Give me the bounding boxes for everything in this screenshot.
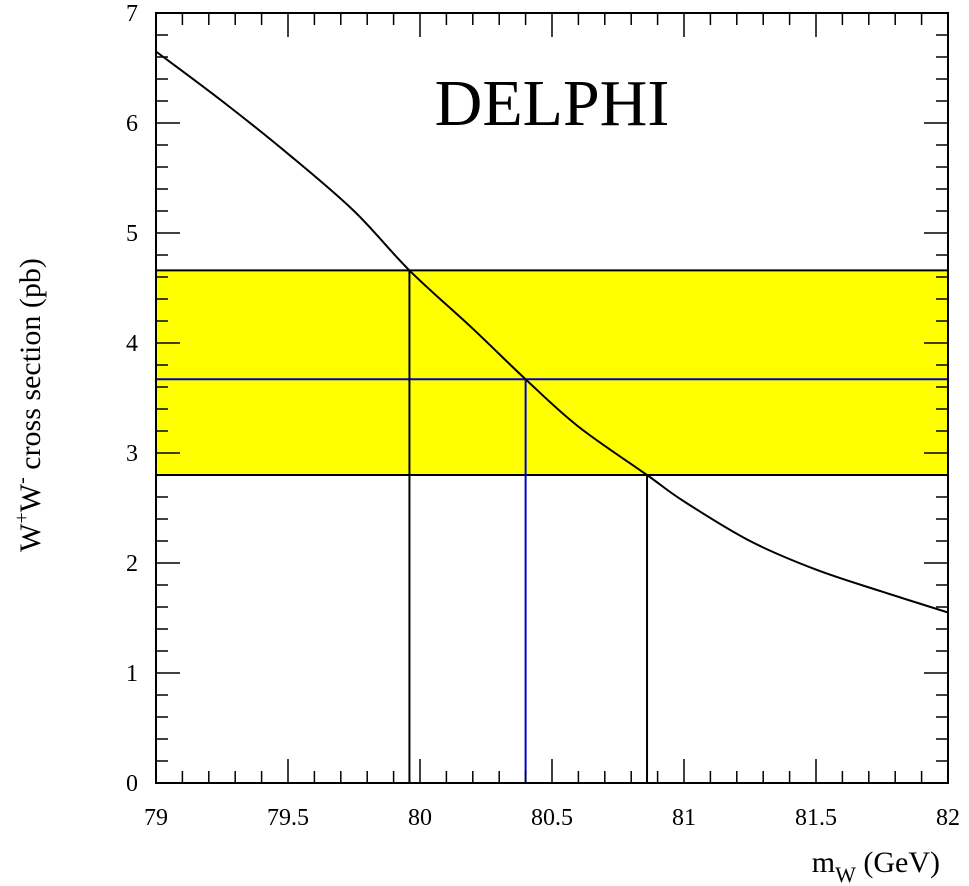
y-axis-label-pre: W <box>14 523 47 552</box>
x-axis-label-rest: (GeV) <box>856 846 940 879</box>
y-axis-label-mid: W <box>14 483 47 512</box>
x-tick-label: 80 <box>408 805 432 831</box>
x-tick-label: 80.5 <box>531 805 573 831</box>
y-tick-label: 1 <box>126 661 138 687</box>
x-tick-label: 81 <box>672 805 696 831</box>
x-tick-label: 79.5 <box>267 805 309 831</box>
y-axis-label-sup1: + <box>11 512 33 523</box>
y-tick-label: 5 <box>126 221 138 247</box>
x-tick-label: 79 <box>144 805 168 831</box>
tick-labels-layer: 79 79.5 80 80.5 81 81.5 82 0 1 2 3 4 5 6 7 <box>126 1 960 831</box>
y-tick-label: 6 <box>126 111 138 137</box>
y-tick-label: 0 <box>126 771 138 797</box>
cross-section-curve-0 <box>155 50 949 614</box>
x-tick-label: 81.5 <box>795 805 837 831</box>
x-axis-label-base: m <box>812 846 835 879</box>
tick-marks-layer <box>155 12 949 784</box>
x-axis-label-sub: W <box>835 862 856 886</box>
y-axis-label-rest: cross section (pb) <box>14 258 47 477</box>
y-tick-label: 7 <box>126 1 138 27</box>
y-tick-label: 2 <box>126 551 138 577</box>
x-axis-label: mW (GeV) <box>812 846 940 886</box>
y-axis-label: W+W- cross section (pb) <box>11 258 47 552</box>
x-tick-label: 82 <box>936 805 960 831</box>
cross-section-curve-layer <box>155 50 949 614</box>
y-tick-label: 3 <box>126 441 138 467</box>
chart-title: DELPHI <box>435 67 670 140</box>
uncertainty-band <box>156 270 948 475</box>
reference-lines-layer <box>156 269 948 783</box>
y-tick-label: 4 <box>126 331 138 357</box>
y-axis-label-sup2: - <box>11 477 33 484</box>
uncertainty-band-layer <box>156 270 948 475</box>
